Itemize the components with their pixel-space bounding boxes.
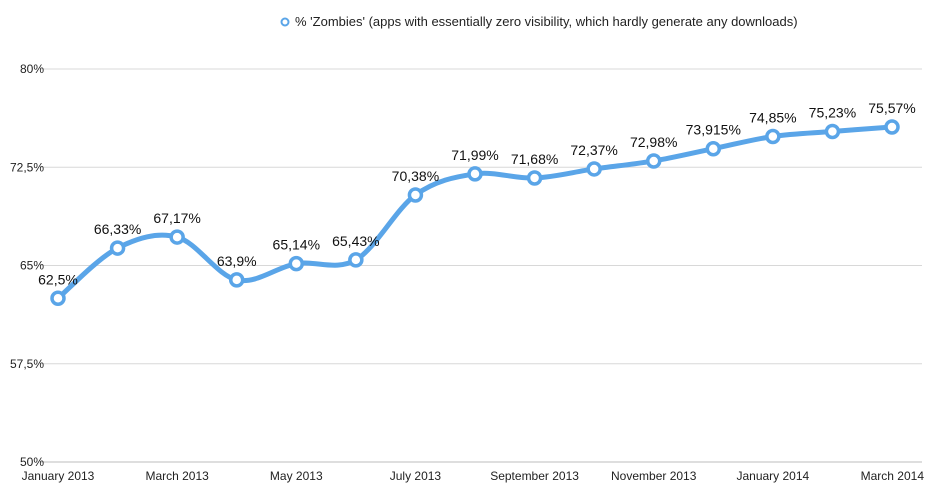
data-label: 72,37% [570, 142, 617, 158]
data-point [765, 128, 781, 145]
data-label: 72,98% [630, 134, 677, 150]
data-label: 75,57% [868, 100, 915, 116]
data-label: 74,85% [749, 109, 796, 125]
data-label: 70,38% [392, 168, 439, 184]
data-point [228, 272, 245, 288]
x-tick-label: January 2013 [22, 469, 95, 483]
data-label: 75,23% [809, 104, 856, 120]
x-tick-label: January 2014 [736, 469, 809, 483]
data-point [407, 187, 424, 203]
data-label: 66,33% [94, 221, 141, 237]
data-labels: 62,5% 66,33% 67,17% 63,9% 65,14% 65,43% 70,38%… [38, 100, 916, 287]
y-tick-label: 80% [20, 62, 44, 76]
data-label: 65,14% [273, 237, 320, 253]
x-tick-label: July 2013 [390, 469, 442, 483]
data-label: 65,43% [332, 233, 379, 249]
y-tick-label: 57,5% [10, 357, 44, 371]
data-point [169, 229, 185, 245]
data-point [526, 170, 543, 186]
data-point [705, 140, 722, 157]
data-label: 62,5% [38, 271, 78, 287]
data-point [50, 290, 66, 306]
data-point [288, 255, 305, 272]
data-label: 67,17% [153, 210, 200, 226]
data-point [824, 123, 841, 140]
x-tick-label: March 2014 [861, 469, 925, 483]
data-point [884, 119, 900, 135]
legend: % 'Zombies' (apps with essentially zero … [280, 14, 798, 29]
legend-series-name: % 'Zombies' (apps with essentially zero … [295, 14, 798, 29]
data-label: 71,68% [511, 151, 558, 167]
data-point [645, 153, 662, 169]
legend-marker [280, 17, 290, 27]
data-point [348, 252, 364, 268]
series-zombies [50, 119, 900, 306]
y-axis-ticks: 50% 57,5% 65% 72,5% 80% [10, 62, 44, 469]
data-label: 71,99% [451, 147, 498, 163]
series-line [55, 124, 895, 301]
data-point [467, 166, 483, 182]
y-tick-label: 50% [20, 455, 44, 469]
gridlines [40, 68, 922, 463]
data-label: 73,915% [686, 122, 741, 138]
data-point [586, 161, 602, 177]
x-tick-label: November 2013 [611, 469, 697, 483]
y-tick-label: 65% [20, 259, 44, 273]
x-axis-ticks: January 2013 March 2013 May 2013 July 2013 S… [22, 469, 925, 483]
x-tick-label: May 2013 [270, 469, 323, 483]
x-tick-label: September 2013 [490, 469, 579, 483]
data-point [109, 240, 126, 256]
x-tick-label: March 2013 [145, 469, 209, 483]
data-label: 63,9% [217, 253, 257, 269]
y-tick-label: 72,5% [10, 160, 44, 174]
